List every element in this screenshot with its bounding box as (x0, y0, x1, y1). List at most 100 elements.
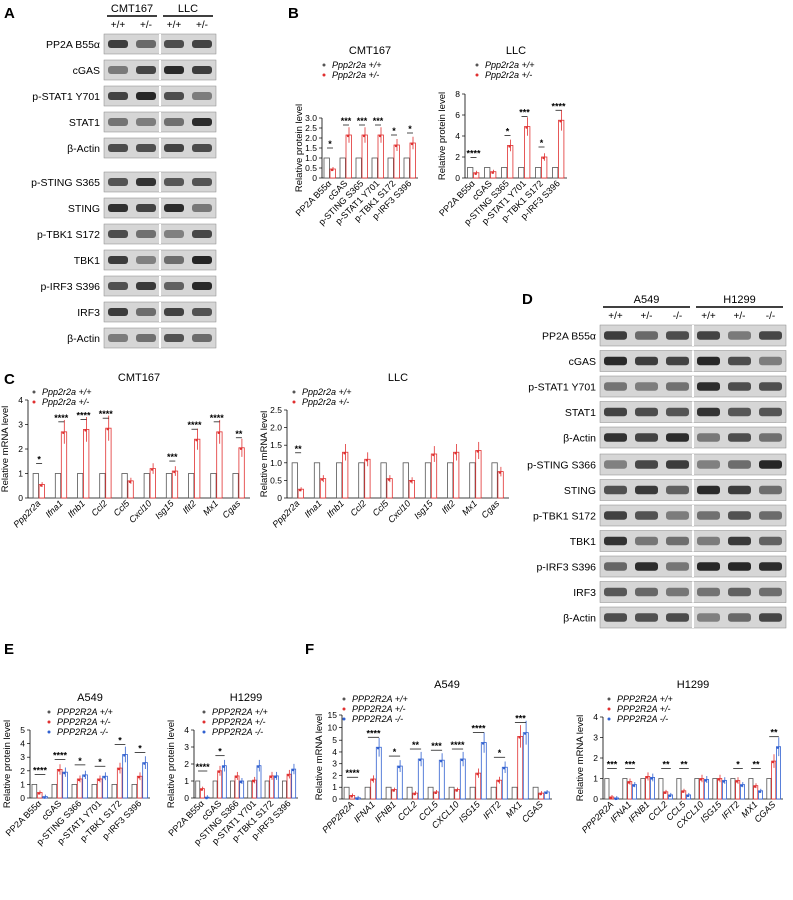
significance-label: * (98, 757, 102, 767)
data-point (481, 742, 485, 745)
blotA-band (192, 118, 212, 126)
bar-PPP2R2A- (91, 784, 98, 799)
x-tick-label: Cxcl10 (127, 498, 154, 525)
blotD-band (604, 613, 627, 622)
significance-label: *** (431, 741, 442, 751)
blotA-band (108, 66, 128, 74)
data-point (455, 789, 458, 792)
bar-PPP2R2A- (766, 778, 772, 800)
x-tick-label: Cgas (220, 498, 242, 520)
blotD-band (759, 536, 782, 546)
significance-label: **** (99, 409, 114, 419)
chart-C-CMT167: CMT167 Ppp2r2a +/+Ppp2r2a +/- 0 1 2 3 4 Relativ… (0, 372, 250, 529)
y-tick-label: 2.0 (305, 133, 317, 143)
bar-PPP2R2A- (676, 778, 682, 800)
blotD-band (666, 331, 689, 340)
blotD-band (604, 587, 627, 597)
blotA-row-label: p-STING S365 (31, 177, 100, 189)
blotA-band (136, 178, 156, 186)
y-tick-label: 1 (18, 469, 23, 479)
data-point (614, 797, 617, 801)
blotD-group-label: A549 (634, 294, 660, 306)
chart-title: LLC (388, 372, 408, 384)
significance-label: * (328, 139, 332, 149)
chart-B-LLC: LLC Ppp2r2a +/+Ppp2r2a +/- 0 2 4 6 8 Relative p… (437, 45, 567, 227)
legend-marker (475, 73, 479, 77)
blotD-band (635, 485, 658, 495)
blotA-band (108, 308, 128, 316)
blotA-band (136, 92, 156, 100)
blotA-band (108, 282, 128, 290)
significance-label: * (408, 124, 412, 134)
data-point (771, 760, 775, 764)
blotA-band (192, 334, 212, 342)
bar-PPP2R2A- (694, 778, 700, 800)
blotA-band (108, 144, 128, 152)
data-point (37, 792, 41, 795)
blotD-band (697, 331, 720, 340)
data-point (650, 777, 653, 780)
bar-PPP2R2A- (264, 780, 270, 799)
blotA-band (136, 282, 156, 290)
data-point (704, 779, 707, 782)
blotA-row-label: IRF3 (77, 307, 100, 319)
blotD-band (697, 433, 720, 442)
bar-Ppp2r2a- (518, 167, 525, 179)
blotD-band (728, 433, 751, 442)
significance-label: *** (519, 108, 530, 118)
blotD-band (759, 460, 782, 469)
blotA-band (108, 256, 128, 264)
x-tick-label: Ifna1 (302, 498, 323, 519)
x-tick-label: IFNB1 (373, 799, 398, 824)
blotA-band (192, 282, 212, 290)
legend-entry: Ppp2r2a +/+ (485, 60, 535, 70)
blotA-band (164, 256, 184, 264)
blotA-row-label: p-STAT1 Y701 (32, 91, 100, 103)
data-point (663, 791, 667, 795)
significance-label: * (392, 126, 396, 136)
legend-marker (292, 390, 296, 394)
legend-entry: Ppp2r2a +/+ (332, 60, 382, 70)
y-tick-label: 4 (20, 739, 25, 749)
blotA-band (164, 118, 184, 126)
significance-label: **** (54, 413, 69, 423)
blotA-band (108, 334, 128, 342)
data-point (103, 776, 106, 779)
blotD-band (635, 511, 658, 520)
legend-marker (342, 697, 346, 701)
data-point (150, 468, 154, 471)
chart-title: H1299 (230, 692, 262, 704)
blotD-band (759, 613, 782, 622)
bar-PPP2R2A- (385, 786, 392, 800)
blotA-band (108, 178, 128, 186)
blotD-row-label: IRF3 (573, 587, 596, 599)
significance-label: **** (366, 728, 381, 738)
legend-entry: Ppp2r2a +/- (302, 397, 349, 407)
data-point (63, 771, 66, 775)
blotD-band (666, 460, 689, 469)
data-point (627, 781, 631, 784)
significance-label: *** (373, 116, 384, 126)
blotA-band (136, 308, 156, 316)
bar-Ppp2r2a- (484, 167, 491, 179)
y-tick-label: 1 (20, 779, 25, 789)
x-tick-label: IFIT2 (719, 799, 741, 821)
bar-Ppp2r2a- (467, 167, 474, 179)
data-point (239, 447, 243, 450)
blotD-genotype-label: -/- (673, 311, 682, 322)
x-tick-label: CCL2 (646, 799, 669, 822)
blotD-genotype-label: -/- (766, 311, 775, 322)
y-tick-label: 0 (277, 493, 282, 503)
blotA-band (136, 66, 156, 74)
blotA-band (108, 118, 128, 126)
legend-marker (202, 730, 206, 734)
bar-PPP2R2A- (364, 786, 371, 800)
significance-label: **** (450, 740, 465, 750)
blotD-band (604, 356, 627, 366)
significance-label: * (138, 744, 142, 754)
y-tick-label: 2 (455, 152, 460, 162)
blotD-row-label: PP2A B55α (542, 331, 596, 343)
bar-Ppp2r2a- (535, 167, 542, 179)
significance-label: * (498, 748, 502, 758)
blotD-row-label: p-STING S366 (527, 460, 596, 472)
